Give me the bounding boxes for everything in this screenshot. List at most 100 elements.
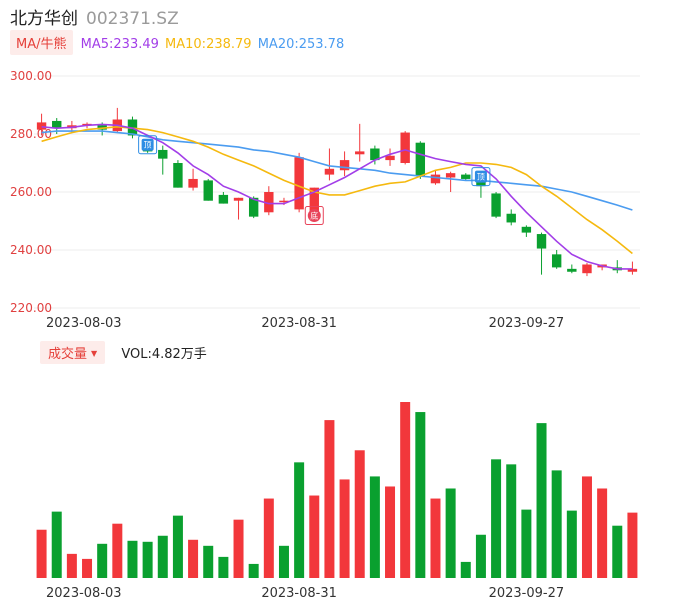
y-tick-label: 260.00 (10, 185, 52, 199)
volume-indicator-dropdown[interactable]: 成交量 ▼ (40, 341, 106, 364)
marker-frame (138, 135, 158, 155)
candle (627, 261, 638, 275)
volume-bar (354, 450, 365, 578)
candle (612, 260, 622, 274)
candle (521, 225, 532, 237)
volume-bar (627, 512, 638, 578)
x-tick-label: 2023-08-31 (261, 586, 337, 601)
volume-bar (278, 545, 289, 578)
volume-bar (172, 515, 183, 578)
candle-body (521, 226, 532, 233)
candle-body (370, 148, 380, 161)
candle-body (355, 151, 365, 155)
volume-bar (612, 525, 623, 578)
marker-frame (471, 167, 491, 187)
volume-bar (218, 556, 229, 578)
candle-body (264, 192, 274, 213)
candle (218, 192, 229, 204)
candle (355, 123, 365, 162)
volume-bar (66, 553, 77, 578)
marker-badge (307, 209, 321, 223)
price-grid (34, 75, 640, 309)
volume-bar (521, 509, 532, 578)
volume-bar (188, 539, 199, 578)
marker-badge (141, 138, 154, 151)
volume-bars (36, 402, 638, 578)
y-tick-label: 240.00 (10, 243, 52, 257)
volume-bar (309, 495, 320, 578)
candle-body (567, 268, 577, 272)
price-date-axis: 2023-08-03 2023-08-31 2023-09-27 (46, 316, 564, 331)
candle-body (445, 173, 456, 178)
ma-indicator-toggle[interactable]: MA/牛熊 (10, 30, 73, 55)
ma5-line (41, 123, 633, 270)
candle (158, 145, 168, 175)
price-axis: 300.00 280.00 260.00 240.00 220.00 (10, 69, 52, 315)
candle (415, 141, 426, 179)
volume-indicator-label: 成交量 (48, 347, 88, 362)
volume-bar (551, 470, 562, 578)
stock-name: 北方华创 (10, 9, 78, 29)
candle (400, 131, 410, 165)
volume-value: VOL:4.82万手 (121, 347, 207, 362)
candle (188, 168, 198, 191)
candle-body (36, 122, 47, 130)
volume-date-axis: 2023-08-03 2023-08-31 2023-09-27 (46, 586, 564, 601)
candle (445, 171, 456, 192)
candle-body (339, 160, 350, 171)
volume-bar (385, 486, 396, 578)
volume-bar (127, 540, 138, 578)
marker-badge (474, 170, 487, 183)
volume-bar (597, 488, 608, 578)
volume-bar (294, 462, 305, 578)
candle-body (279, 200, 289, 203)
volume-bar (248, 563, 259, 578)
candle-body (506, 213, 516, 223)
ma10-legend-label: MA10:238.79 (165, 37, 252, 52)
volume-bar (51, 511, 62, 578)
volume-bar (506, 464, 517, 578)
marker-label: 底 (310, 211, 318, 221)
volume-bar (581, 476, 592, 578)
ma10-line (41, 125, 633, 255)
volume-bar (36, 529, 47, 578)
candle (536, 232, 547, 275)
x-tick-label: 2023-09-27 (489, 316, 565, 331)
candle (582, 263, 592, 277)
candle-body (203, 180, 213, 201)
candle-body (173, 163, 183, 188)
volume-bar (142, 541, 153, 578)
volume-bar (82, 558, 93, 578)
candle-body (233, 197, 244, 201)
y-tick-label: 300.00 (10, 69, 52, 83)
volume-bar (460, 561, 471, 578)
candle-body (188, 178, 198, 188)
volume-bar (112, 523, 123, 578)
candle-body (324, 168, 335, 175)
volume-bar (339, 479, 350, 578)
caret-down-icon: ▼ (91, 349, 98, 358)
volume-bar (415, 412, 426, 578)
candle (567, 264, 577, 274)
candle-body (218, 194, 229, 204)
candle-body (400, 132, 410, 163)
volume-bar (157, 535, 168, 578)
volume-bar (430, 498, 441, 578)
candle-body (551, 254, 562, 268)
candle (385, 148, 395, 166)
volume-bar (475, 534, 486, 578)
ma5-legend-label: MA5:233.49 (80, 37, 159, 52)
signal-markers: 顶底 顶 (138, 135, 491, 226)
x-tick-label: 2023-08-31 (261, 316, 337, 331)
volume-bar (445, 488, 456, 578)
candle-body (248, 197, 259, 217)
x-tick-label: 2023-09-27 (489, 586, 565, 601)
candle-body (461, 174, 471, 179)
candle (112, 107, 123, 133)
volume-bar (536, 423, 547, 578)
stock-header: 北方华创 002371.SZ (10, 4, 179, 29)
volume-bar (203, 545, 214, 578)
stock-code: 002371.SZ (86, 9, 179, 29)
marker-label: 顶 (477, 173, 485, 182)
